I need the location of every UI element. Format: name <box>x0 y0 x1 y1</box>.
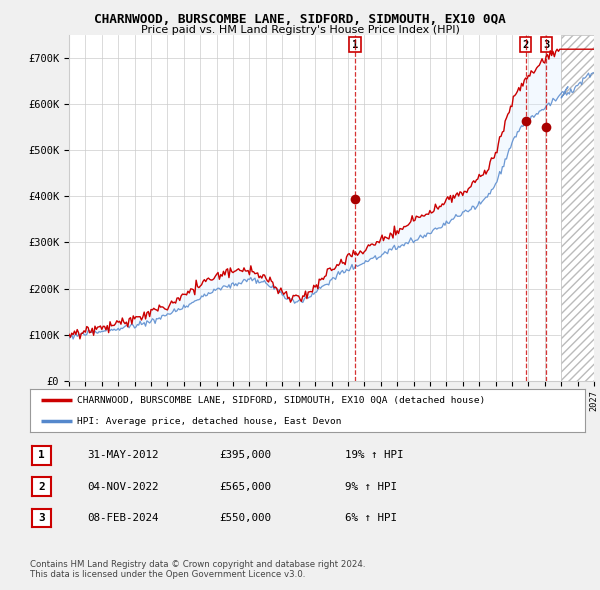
Text: 31-MAY-2012: 31-MAY-2012 <box>87 451 158 460</box>
Text: £395,000: £395,000 <box>219 451 271 460</box>
Text: 3: 3 <box>38 513 45 523</box>
Text: 3: 3 <box>543 40 550 50</box>
Text: 08-FEB-2024: 08-FEB-2024 <box>87 513 158 523</box>
Text: £565,000: £565,000 <box>219 482 271 491</box>
Text: 9% ↑ HPI: 9% ↑ HPI <box>345 482 397 491</box>
Text: CHARNWOOD, BURSCOMBE LANE, SIDFORD, SIDMOUTH, EX10 0QA (detached house): CHARNWOOD, BURSCOMBE LANE, SIDFORD, SIDM… <box>77 395 485 405</box>
Text: 19% ↑ HPI: 19% ↑ HPI <box>345 451 404 460</box>
Text: £550,000: £550,000 <box>219 513 271 523</box>
Text: HPI: Average price, detached house, East Devon: HPI: Average price, detached house, East… <box>77 417 341 426</box>
Text: 2: 2 <box>523 40 529 50</box>
Text: 1: 1 <box>352 40 358 50</box>
Text: 1: 1 <box>38 451 45 460</box>
Text: Price paid vs. HM Land Registry's House Price Index (HPI): Price paid vs. HM Land Registry's House … <box>140 25 460 35</box>
Text: 6% ↑ HPI: 6% ↑ HPI <box>345 513 397 523</box>
Text: 2: 2 <box>38 482 45 491</box>
Text: CHARNWOOD, BURSCOMBE LANE, SIDFORD, SIDMOUTH, EX10 0QA: CHARNWOOD, BURSCOMBE LANE, SIDFORD, SIDM… <box>94 13 506 26</box>
Bar <box>561 35 594 381</box>
Text: Contains HM Land Registry data © Crown copyright and database right 2024.
This d: Contains HM Land Registry data © Crown c… <box>30 560 365 579</box>
Bar <box>561 35 594 381</box>
Text: 04-NOV-2022: 04-NOV-2022 <box>87 482 158 491</box>
